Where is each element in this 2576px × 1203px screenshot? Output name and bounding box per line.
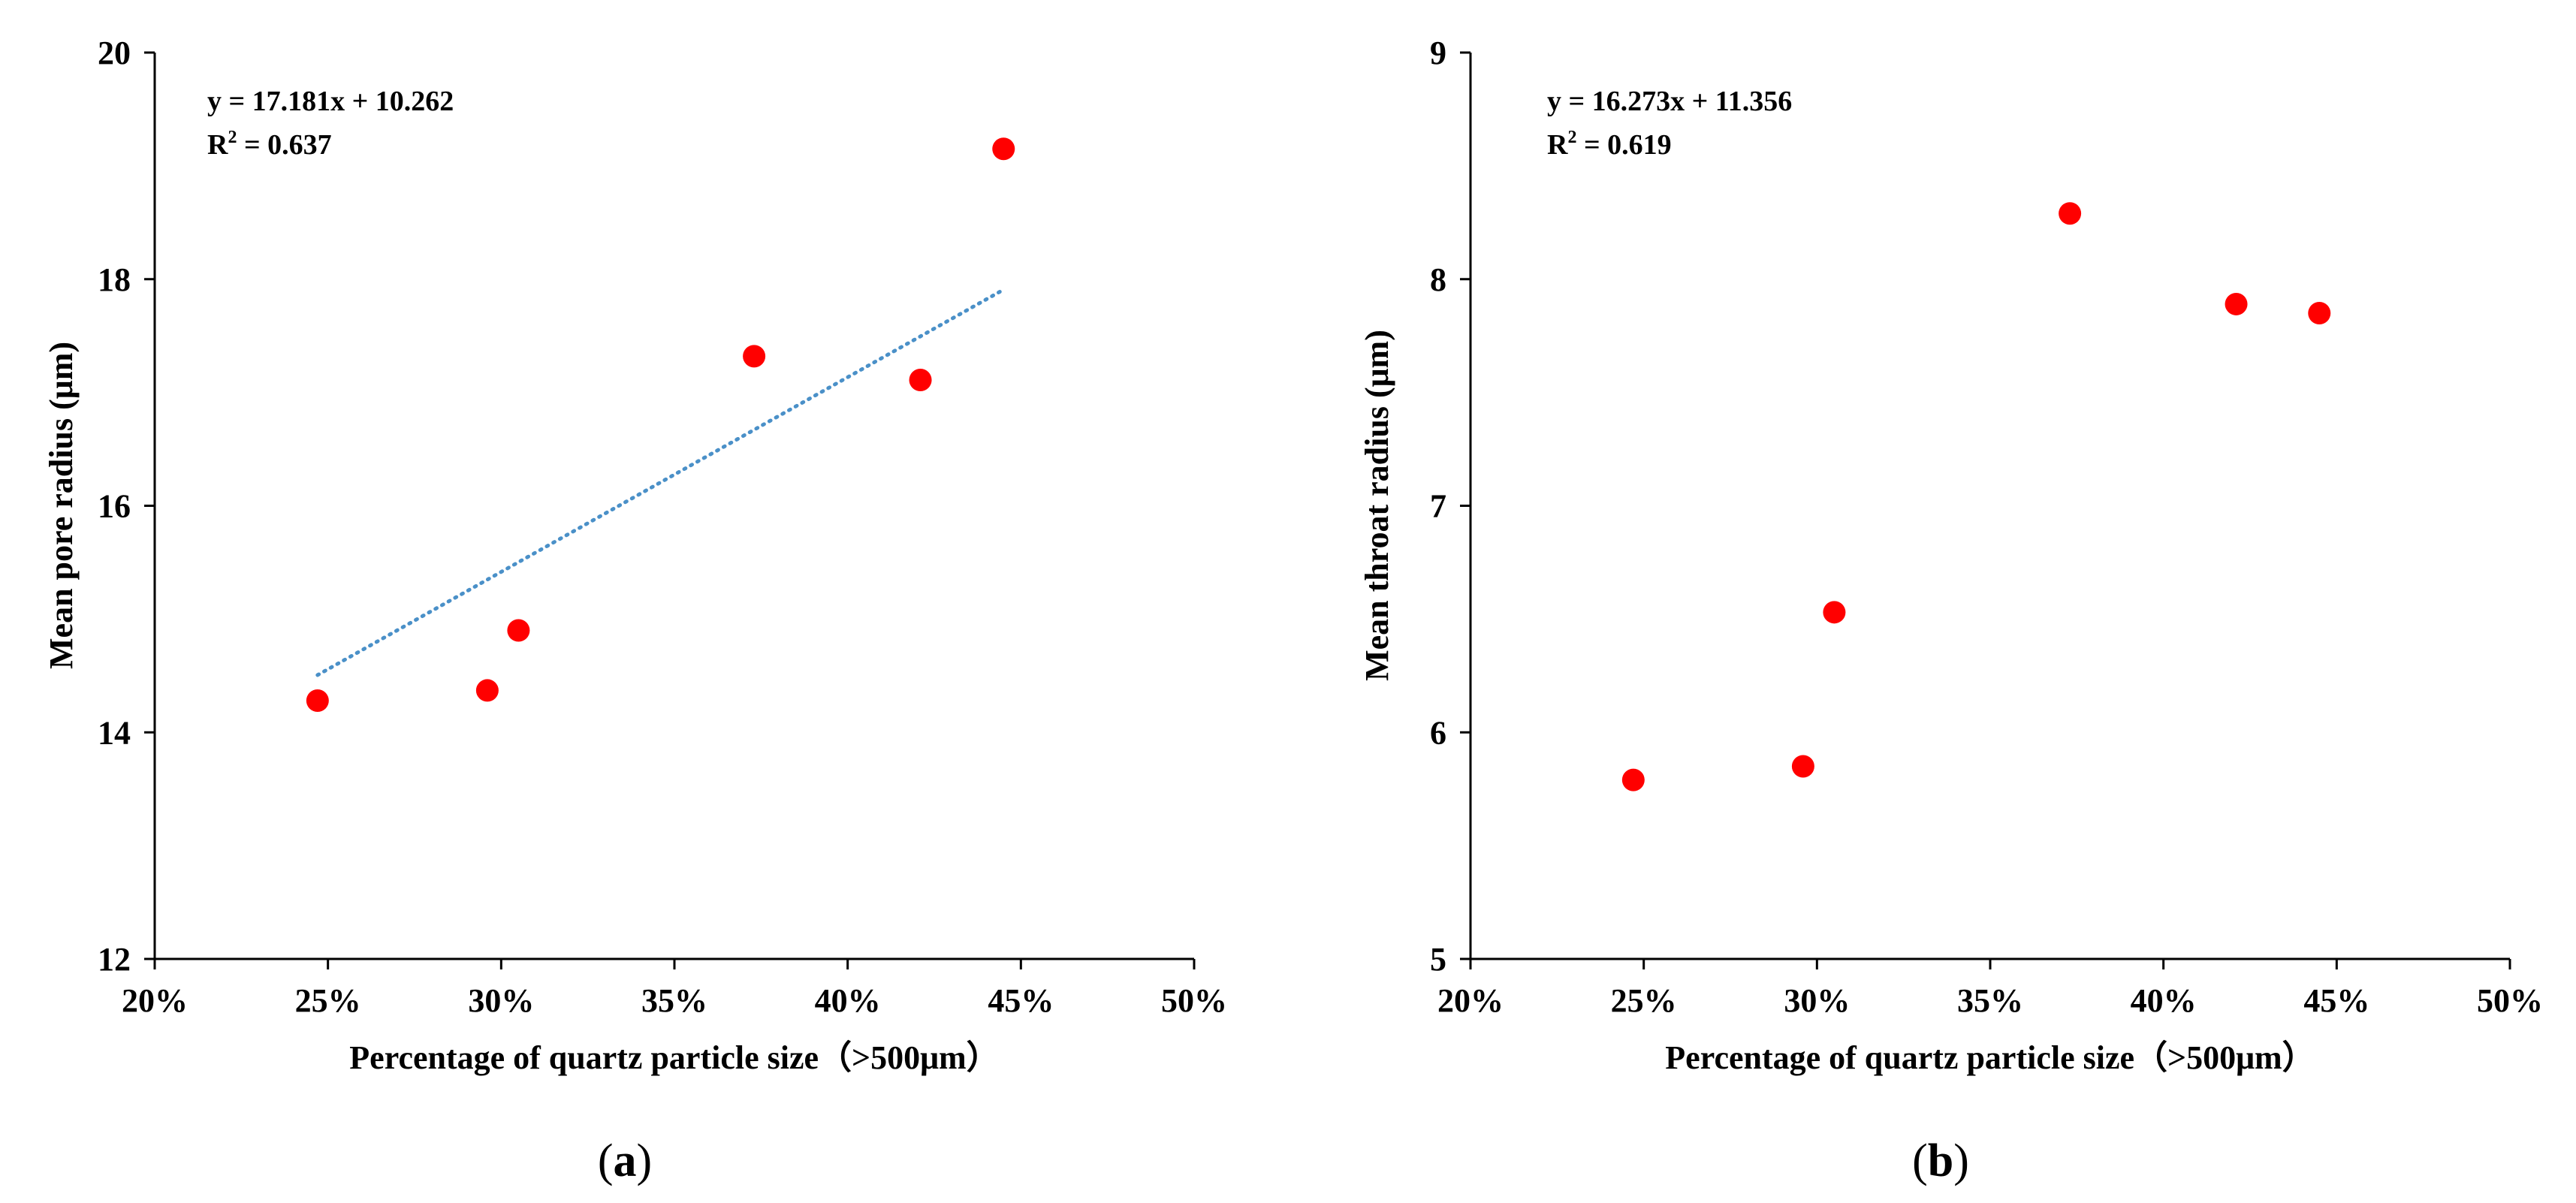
data-point xyxy=(1791,755,1814,778)
x-tick-label: 45% xyxy=(2303,982,2369,1019)
panel-label: (a) xyxy=(598,1135,652,1186)
x-axis-title: Percentage of quartz particle size（>500μ… xyxy=(349,1039,999,1076)
data-points xyxy=(306,137,1015,713)
x-ticks xyxy=(1469,959,2511,969)
y-tick-label: 20 xyxy=(98,35,131,71)
x-tick-label: 40% xyxy=(2131,982,2197,1019)
y-tick-labels: 5 6 7 8 9 xyxy=(1430,35,1446,978)
data-point xyxy=(475,679,499,702)
x-tick-label: 30% xyxy=(468,982,534,1019)
y-tick-label: 14 xyxy=(98,714,131,751)
regression-equation: y = 17.181x + 10.262 xyxy=(207,86,454,117)
chart-panel-b: 20% 25% 30% 35% 40% 45% 50% 5 6 7 8 9 y = 16.273x … xyxy=(1359,35,2543,1186)
y-ticks xyxy=(144,51,155,960)
y-axis-title: Mean pore radius (μm) xyxy=(43,342,80,669)
data-point xyxy=(992,137,1015,161)
y-axis-title: Mean throat radius (μm) xyxy=(1359,330,1395,681)
y-tick-label: 8 xyxy=(1430,261,1446,298)
x-tick-labels: 20% 25% 30% 35% 40% 45% 50% xyxy=(1437,982,2543,1019)
x-axis-title: Percentage of quartz particle size（>500μ… xyxy=(1665,1039,2315,1076)
data-point xyxy=(507,619,530,642)
data-point xyxy=(909,369,932,392)
r-squared-annotation: R2 = 0.619 xyxy=(1547,128,1672,161)
data-point xyxy=(306,689,329,713)
y-ticks xyxy=(1460,51,1470,960)
x-tick-label: 35% xyxy=(641,982,707,1019)
chart-panel-a: 20% 25% 30% 35% 40% 45% 50% 12 14 16 18 20 y = 17.… xyxy=(43,35,1227,1186)
y-tick-labels: 12 14 16 18 20 xyxy=(98,35,131,978)
data-point xyxy=(2059,202,2082,225)
y-tick-label: 7 xyxy=(1430,488,1446,525)
x-tick-label: 20% xyxy=(122,982,188,1019)
y-tick-label: 18 xyxy=(98,261,131,298)
regression-equation: y = 16.273x + 11.356 xyxy=(1547,86,1792,117)
data-point xyxy=(2308,302,2331,325)
y-tick-label: 12 xyxy=(98,941,131,978)
data-point xyxy=(1823,601,1846,624)
x-tick-label: 50% xyxy=(2477,982,2543,1019)
x-tick-label: 50% xyxy=(1161,982,1227,1019)
data-point xyxy=(1621,768,1645,791)
x-tick-labels: 20% 25% 30% 35% 40% 45% 50% xyxy=(122,982,1227,1019)
data-point xyxy=(743,345,766,368)
x-tick-label: 20% xyxy=(1437,982,1504,1019)
data-points xyxy=(1621,202,2331,791)
trendline xyxy=(315,288,1006,677)
x-tick-label: 45% xyxy=(988,982,1054,1019)
x-tick-label: 40% xyxy=(815,982,881,1019)
y-tick-label: 5 xyxy=(1430,941,1446,978)
x-ticks xyxy=(153,959,1196,969)
x-tick-label: 35% xyxy=(1957,982,2023,1019)
panel-label: (b) xyxy=(1912,1135,1969,1186)
r-squared-annotation: R2 = 0.637 xyxy=(207,128,332,161)
data-point xyxy=(2225,292,2248,315)
y-tick-label: 16 xyxy=(98,488,131,525)
x-tick-label: 25% xyxy=(295,982,361,1019)
y-tick-label: 9 xyxy=(1430,35,1446,71)
x-tick-label: 30% xyxy=(1784,982,1850,1019)
y-tick-label: 6 xyxy=(1430,714,1446,751)
x-tick-label: 25% xyxy=(1611,982,1677,1019)
